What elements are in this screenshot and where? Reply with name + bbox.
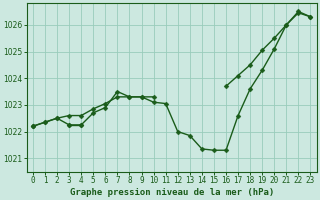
X-axis label: Graphe pression niveau de la mer (hPa): Graphe pression niveau de la mer (hPa)	[69, 188, 274, 197]
